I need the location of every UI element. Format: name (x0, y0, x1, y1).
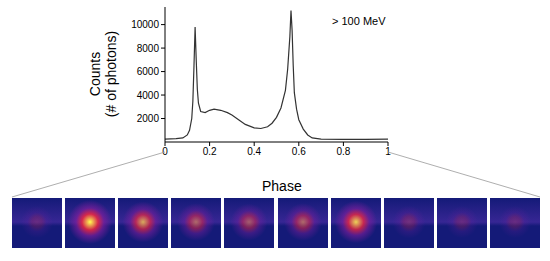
html-text:Phase: Phase (262, 178, 302, 194)
svg-text:4000: 4000 (137, 90, 160, 101)
svg-text:10000: 10000 (131, 19, 159, 30)
svg-text:0.2: 0.2 (203, 146, 217, 157)
svg-text:0.8: 0.8 (336, 146, 350, 157)
svg-text:8000: 8000 (137, 43, 160, 54)
html-text:Counts (# of photons): Counts (# of photons) (87, 30, 119, 118)
html-text:> 100 MeV: > 100 MeV (332, 15, 386, 27)
svg-text:6000: 6000 (137, 66, 160, 77)
svg-text:0: 0 (162, 146, 168, 157)
svg-text:1: 1 (385, 146, 391, 157)
svg-text:0.6: 0.6 (292, 146, 306, 157)
svg-text:2000: 2000 (137, 113, 160, 124)
svg-text:0.4: 0.4 (247, 146, 261, 157)
